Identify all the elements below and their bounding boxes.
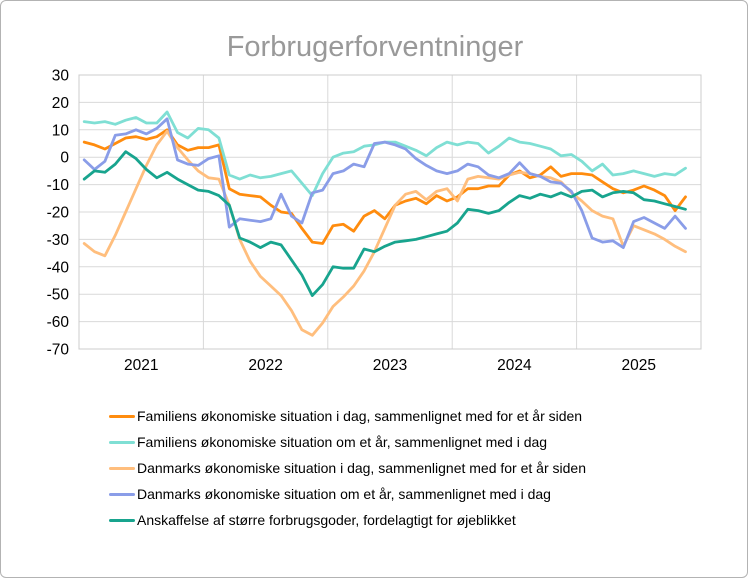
y-axis-tick-label: 10 bbox=[52, 122, 70, 139]
legend-line-icon bbox=[109, 518, 135, 522]
series-line bbox=[82, 129, 687, 337]
legend-line-icon bbox=[109, 466, 135, 470]
y-axis-tick-label: -70 bbox=[47, 342, 70, 359]
legend-item: Danmarks økonomiske situation om et år, … bbox=[109, 481, 586, 507]
series-line bbox=[82, 117, 687, 250]
y-axis-tick-label: 30 bbox=[52, 68, 70, 85]
x-axis-year-label: 2022 bbox=[248, 357, 282, 374]
legend-line-icon bbox=[109, 440, 135, 444]
x-axis-year-label: 2021 bbox=[124, 357, 158, 374]
legend-label: Familiens økonomiske situation i dag, sa… bbox=[137, 408, 583, 424]
legend-item: Anskaffelse af større forbrugsgoder, for… bbox=[109, 507, 586, 533]
legend-item: Familiens økonomiske situation om et år,… bbox=[109, 429, 586, 455]
legend-label: Danmarks økonomiske situation om et år, … bbox=[137, 486, 551, 502]
y-axis-tick-label: -30 bbox=[47, 232, 70, 249]
x-axis-year-label: 2024 bbox=[497, 357, 532, 374]
y-axis-tick-label: -20 bbox=[47, 205, 70, 222]
series-line bbox=[82, 150, 687, 298]
y-axis-tick-label: 0 bbox=[60, 150, 69, 167]
x-axis-year-label: 2025 bbox=[622, 357, 656, 374]
legend-item: Familiens økonomiske situation i dag, sa… bbox=[109, 403, 586, 429]
y-axis-tick-label: -40 bbox=[47, 259, 70, 276]
legend-item: Danmarks økonomiske situation i dag, sam… bbox=[109, 455, 586, 481]
plot-frame bbox=[78, 74, 702, 350]
y-axis-tick-label: 20 bbox=[52, 95, 70, 112]
chart-legend: Familiens økonomiske situation i dag, sa… bbox=[109, 403, 586, 533]
legend-line-icon bbox=[109, 492, 135, 496]
x-axis-year-label: 2023 bbox=[373, 357, 407, 374]
y-axis-tick-label: -10 bbox=[47, 177, 70, 194]
legend-label: Anskaffelse af større forbrugsgoder, for… bbox=[137, 512, 516, 528]
series-line bbox=[82, 110, 687, 198]
y-axis-tick-label: -50 bbox=[47, 287, 70, 304]
legend-line-icon bbox=[109, 414, 135, 418]
y-axis-tick-label: -60 bbox=[47, 314, 70, 331]
series-line bbox=[82, 128, 687, 245]
legend-label: Danmarks økonomiske situation i dag, sam… bbox=[137, 460, 586, 476]
legend-label: Familiens økonomiske situation om et år,… bbox=[137, 434, 548, 450]
chart-title: Forbrugerforventninger bbox=[226, 31, 524, 63]
